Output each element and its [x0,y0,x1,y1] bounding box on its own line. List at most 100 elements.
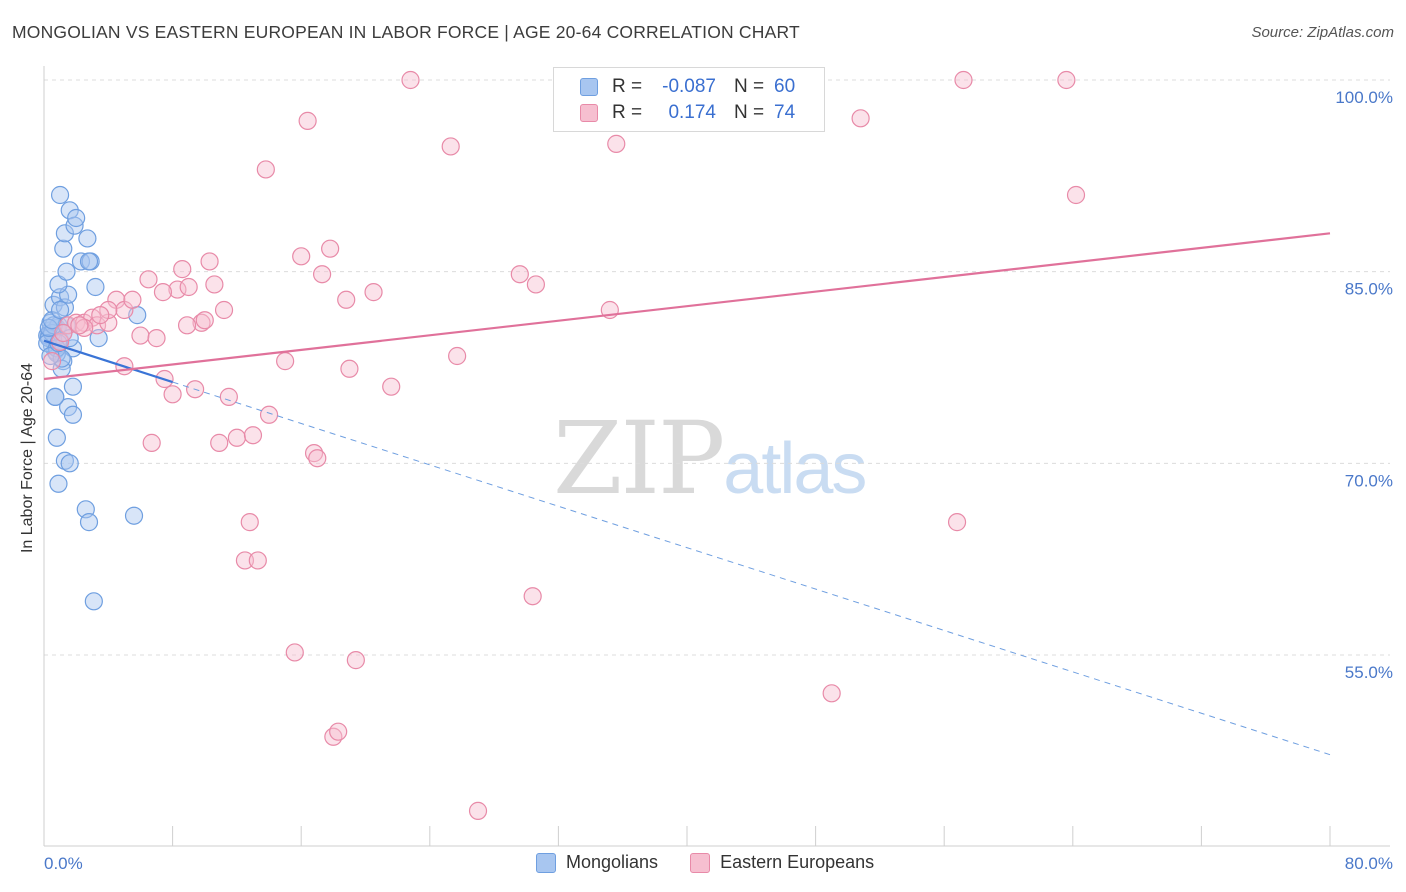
point-mongolians [54,239,73,258]
point-eastern-europeans [364,283,383,302]
point-eastern-europeans [153,283,173,302]
point-eastern-europeans [123,290,142,309]
point-eastern-europeans [177,316,197,335]
point-eastern-europeans [304,444,324,463]
point-eastern-europeans [324,727,343,746]
point-eastern-europeans [131,326,150,345]
series-legend-eastern-europeans[interactable]: Eastern Europeans [690,852,874,873]
point-eastern-europeans [240,513,259,532]
point-mongolians [124,506,144,525]
point-eastern-europeans [142,433,161,452]
watermark: ZIPatlas [553,400,867,517]
point-eastern-europeans [401,70,420,90]
watermark-atlas: atlas [723,429,867,509]
point-mongolians [60,454,79,473]
point-eastern-europeans [1066,185,1086,205]
point-eastern-europeans [312,265,332,284]
point-eastern-europeans [259,405,279,424]
y-tick-label: 85.0% [1345,280,1393,299]
legend-swatch-eastern-europeans [580,104,598,122]
point-eastern-europeans [200,252,219,271]
legend-row-mongolians: R = -0.087 N = 60 [580,75,795,99]
point-mongolians [63,377,83,396]
legend-swatch-mongolians [580,78,598,96]
point-eastern-europeans [91,306,110,325]
legend-r-label: R = [612,102,643,123]
point-eastern-europeans [321,239,340,258]
point-eastern-europeans [954,70,973,90]
point-mongolians [50,185,70,205]
point-eastern-europeans [526,275,545,294]
chart-title: MONGOLIAN VS EASTERN EUROPEAN IN LABOR F… [12,22,800,42]
stats-legend: R = -0.087 N = 60 R = 0.174 N = 74 [553,67,825,132]
trend-line-eastern-europeans [43,232,1331,381]
point-mongolians [65,216,84,235]
point-eastern-europeans [256,160,275,179]
point-eastern-europeans [235,551,255,570]
point-mongolians [49,275,68,294]
point-eastern-europeans [822,684,841,703]
y-tick-label: 55.0% [1345,663,1393,682]
point-mongolians [86,277,105,297]
point-eastern-europeans [523,587,542,606]
point-eastern-europeans [337,290,356,309]
source-note: Source: ZipAtlas.com [1251,24,1394,41]
legend-r-label: R = [612,76,643,97]
point-eastern-europeans [510,265,529,284]
point-mongolians [55,224,74,243]
point-mongolians [47,428,66,447]
point-mongolians [57,262,76,281]
series-label-eastern-europeans: Eastern Europeans [720,852,875,872]
point-eastern-europeans [308,449,327,468]
legend-row-eastern-europeans: R = 0.174 N = 74 [580,101,795,125]
point-mongolians [55,451,74,470]
point-eastern-europeans [1057,70,1076,90]
series-legend: Mongolians Eastern Europeans [536,852,906,873]
point-eastern-europeans [227,428,246,447]
point-eastern-europeans [192,313,211,332]
point-eastern-europeans [243,426,263,445]
legend-r-value: -0.087 [662,76,716,97]
point-mongolians [50,300,70,320]
point-eastern-europeans [173,260,192,279]
legend-n-label: N = [734,102,765,123]
point-eastern-europeans [168,280,187,299]
point-eastern-europeans [329,722,348,741]
point-eastern-europeans [947,513,967,532]
point-eastern-europeans [179,277,198,297]
legend-n-value: 74 [774,102,796,123]
point-eastern-europeans [205,275,224,294]
legend-n-value: 60 [774,76,796,97]
point-mongolians [78,229,97,248]
x-tick-label: 80.0% [1345,854,1393,873]
series-label-mongolians: Mongolians [566,852,659,872]
point-eastern-europeans [285,643,304,662]
point-eastern-europeans [382,377,401,396]
point-eastern-europeans [139,270,158,289]
point-eastern-europeans [468,801,488,820]
point-eastern-europeans [441,137,460,156]
point-eastern-europeans [75,318,94,337]
point-eastern-europeans [219,387,238,406]
point-mongolians [79,252,99,271]
point-eastern-europeans [448,346,467,366]
point-mongolians [49,474,68,493]
point-mongolians [79,513,99,532]
point-mongolians [63,405,83,424]
point-eastern-europeans [42,352,62,371]
point-eastern-europeans [54,323,73,343]
legend-r-value: 0.174 [668,102,716,123]
point-mongolians [84,592,103,611]
point-eastern-europeans [147,329,166,348]
series-legend-mongolians[interactable]: Mongolians [536,852,658,873]
trend-line-mongolians [43,339,173,384]
point-mongolians [67,208,86,228]
point-eastern-europeans [298,111,317,130]
point-eastern-europeans [210,433,229,452]
trend-line-dashed-mongolians [172,381,1331,756]
watermark-zip: ZIP [553,400,725,517]
point-eastern-europeans [340,359,359,378]
point-eastern-europeans [607,134,626,153]
y-tick-label: 100.0% [1335,88,1393,107]
point-mongolians [46,387,65,406]
